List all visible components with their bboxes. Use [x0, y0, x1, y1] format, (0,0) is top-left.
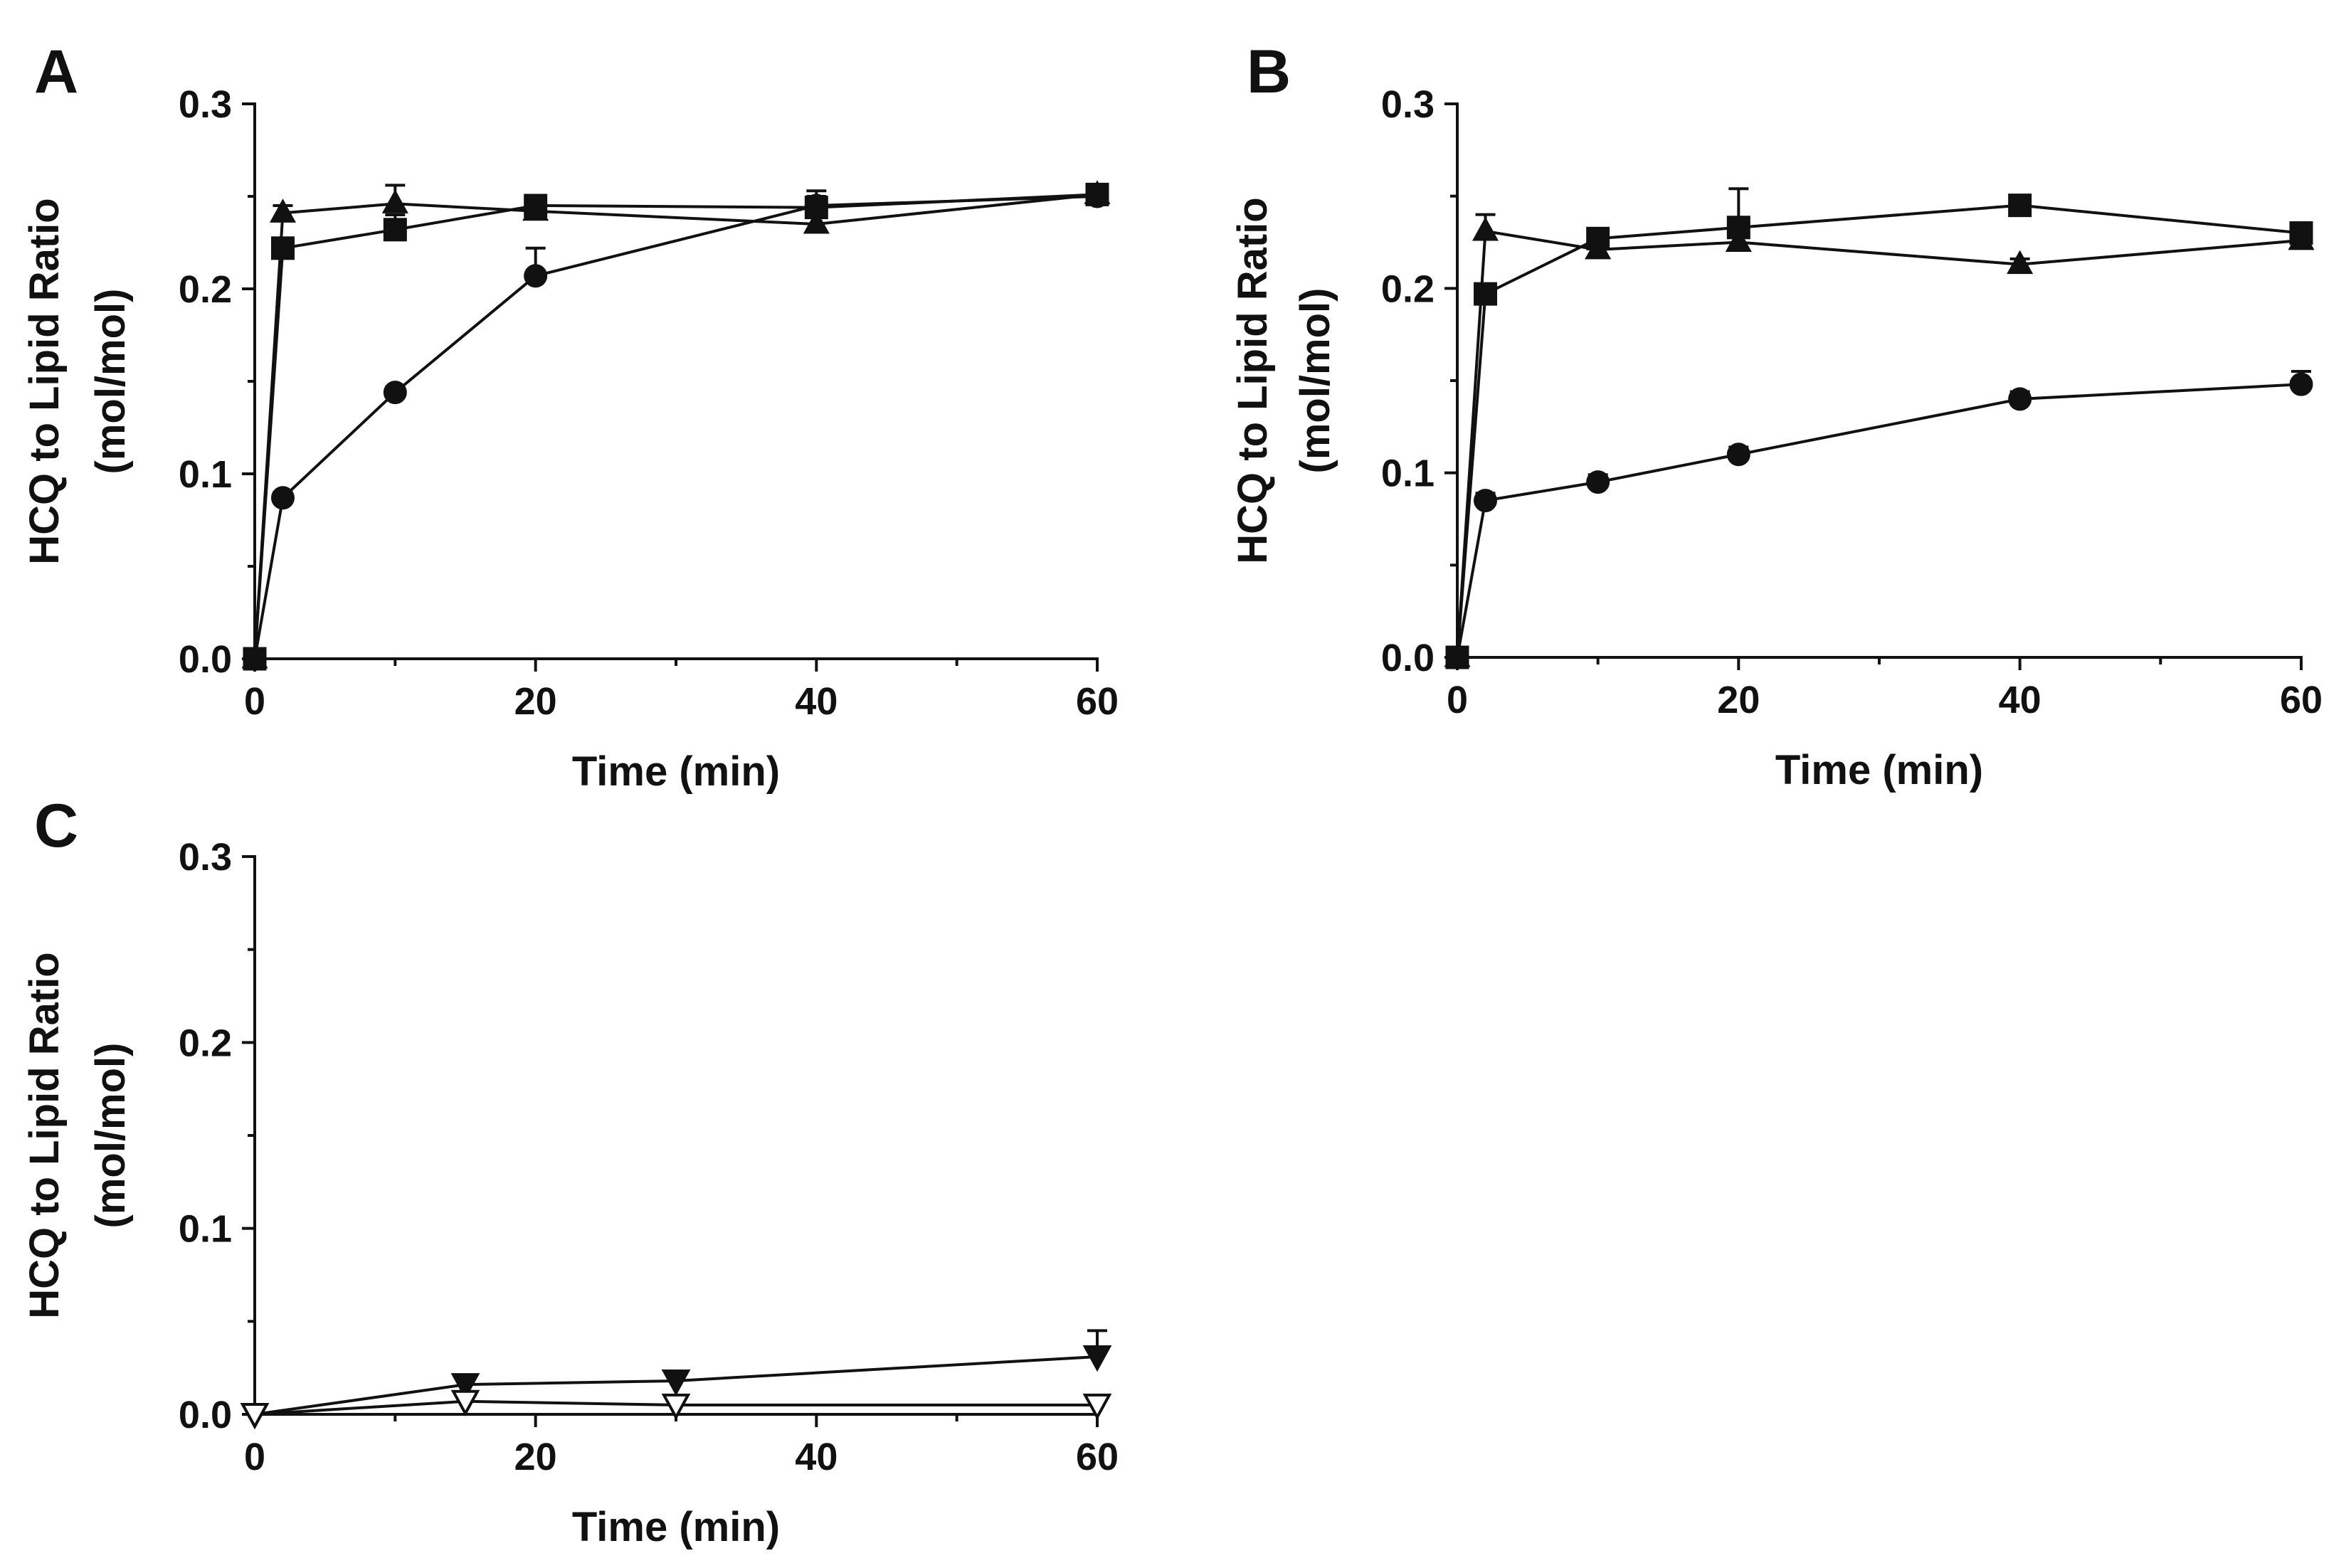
data-point-circle	[524, 264, 548, 288]
panel-letter-c: C	[34, 792, 78, 860]
series-square	[1445, 187, 2313, 669]
y-axis-label: HCQ to Lipid Ratio	[21, 198, 68, 565]
data-point-circle	[804, 194, 828, 218]
data-point-triangle	[269, 198, 297, 223]
series-line	[1456, 383, 2302, 658]
series-line	[254, 1399, 1097, 1416]
data-point-square	[383, 218, 407, 242]
x-tick-label: 40	[795, 1436, 838, 1478]
data-point-circle	[2289, 372, 2313, 396]
y-tick-label: 0.0	[179, 638, 232, 681]
series-line	[1456, 229, 2302, 658]
y-tick-label: 0.2	[179, 1022, 232, 1064]
x-axis-label: Time (min)	[1775, 747, 1983, 793]
data-point-circle	[1586, 470, 1610, 494]
series-triangle	[241, 180, 1111, 669]
x-tick-label: 60	[1076, 1436, 1119, 1478]
data-point-inverted-triangle	[240, 1403, 270, 1430]
series-line	[1456, 203, 2302, 658]
y-tick-label: 0.1	[179, 1208, 232, 1251]
data-point-inverted-triangle	[450, 1389, 480, 1416]
panel-a: A 0.0 0.1 0.2 0.3 0 20 40 60 Time (min) HCQ to Li…	[21, 38, 1119, 795]
x-tick-label: 60	[2280, 679, 2323, 721]
x-tick-label: 20	[514, 1436, 557, 1478]
data-point-inverted-triangle	[1082, 1345, 1112, 1372]
data-point-square	[1474, 282, 1498, 306]
data-point-circle	[383, 381, 407, 405]
series-triangle	[1444, 213, 2315, 667]
series-circle	[1445, 370, 2313, 669]
data-point-square	[2008, 194, 2032, 218]
y-axis-label: HCQ to Lipid Ratio	[21, 952, 68, 1319]
series-line	[253, 193, 1098, 659]
y-tick-label: 0.1	[1381, 452, 1435, 495]
y-axis-label: (mol/mol)	[88, 289, 134, 475]
x-tick-label: 20	[1717, 679, 1760, 721]
data-point-inverted-triangle	[450, 1373, 480, 1400]
data-point-circle	[243, 647, 267, 671]
data-point-triangle	[803, 209, 830, 234]
plot-c: 0.0 0.1 0.2 0.3 0 20 40 60 Time (min) HCQ to Lipi…	[21, 836, 1119, 1550]
panel-b: B 0.0 0.1 0.2 0.3 0 20 40 60 Time (min) HCQ to Li…	[1230, 38, 2323, 793]
y-tick-label: 0.0	[179, 1394, 232, 1436]
data-point-square	[1586, 226, 1610, 250]
data-point-circle	[1726, 443, 1750, 467]
x-tick-label: 0	[244, 1436, 265, 1478]
x-tick-label: 40	[1999, 679, 2041, 721]
plot-b: 0.0 0.1 0.2 0.3 0 20 40 60 Time (min) HCQ to Lipi…	[1230, 83, 2323, 793]
y-tick-label: 0.2	[179, 268, 232, 311]
data-point-square	[270, 236, 295, 260]
data-point-circle	[270, 486, 295, 510]
x-axis-label: Time (min)	[572, 748, 780, 795]
data-point-square	[1726, 216, 1750, 240]
series-circle	[243, 184, 1109, 671]
data-point-circle	[1085, 184, 1109, 208]
y-tick-label: 0.2	[1381, 267, 1435, 310]
data-point-inverted-triangle	[661, 1369, 691, 1397]
data-point-triangle	[1472, 216, 1499, 241]
y-axis-label: (mol/mol)	[88, 1043, 134, 1229]
y-axis-label: HCQ to Lipid Ratio	[1230, 197, 1276, 564]
y-tick-label: 0.3	[179, 836, 232, 879]
data-point-triangle	[381, 189, 408, 213]
data-point-triangle	[2007, 250, 2034, 275]
x-tick-label: 40	[795, 680, 838, 723]
x-tick-label: 20	[514, 680, 557, 723]
series-line	[254, 1355, 1098, 1416]
y-tick-label: 0.0	[1381, 637, 1435, 679]
data-point-circle	[1445, 645, 1469, 669]
plot-a: 0.0 0.1 0.2 0.3 0 20 40 60 Time (min) HCQ to Lipi…	[21, 83, 1119, 795]
data-point-circle	[2008, 387, 2032, 411]
x-tick-label: 0	[244, 680, 265, 723]
panel-letter-b: B	[1247, 38, 1291, 106]
panel-letter-a: A	[34, 38, 78, 106]
data-point-square	[2289, 221, 2313, 245]
series-line	[253, 195, 1098, 659]
x-tick-label: 60	[1076, 680, 1119, 723]
y-tick-label: 0.3	[1381, 83, 1435, 126]
y-tick-label: 0.1	[179, 453, 232, 496]
series-line	[253, 193, 1098, 659]
data-point-circle	[1474, 489, 1498, 513]
y-tick-label: 0.3	[179, 83, 232, 126]
data-point-square	[524, 194, 548, 218]
panel-c: C 0.0 0.1 0.2 0.3 0 20 40 60 Time (min) HCQ to Li…	[21, 792, 1119, 1550]
series-inverted-triangle-open	[240, 1389, 1112, 1430]
data-point-inverted-triangle	[661, 1393, 691, 1421]
x-tick-label: 0	[1447, 679, 1468, 721]
y-axis-label: (mol/mol)	[1292, 288, 1338, 474]
series-square	[243, 182, 1109, 671]
data-point-inverted-triangle	[1082, 1393, 1112, 1421]
data-point-triangle	[1725, 228, 1752, 252]
x-axis-label: Time (min)	[572, 1504, 780, 1550]
